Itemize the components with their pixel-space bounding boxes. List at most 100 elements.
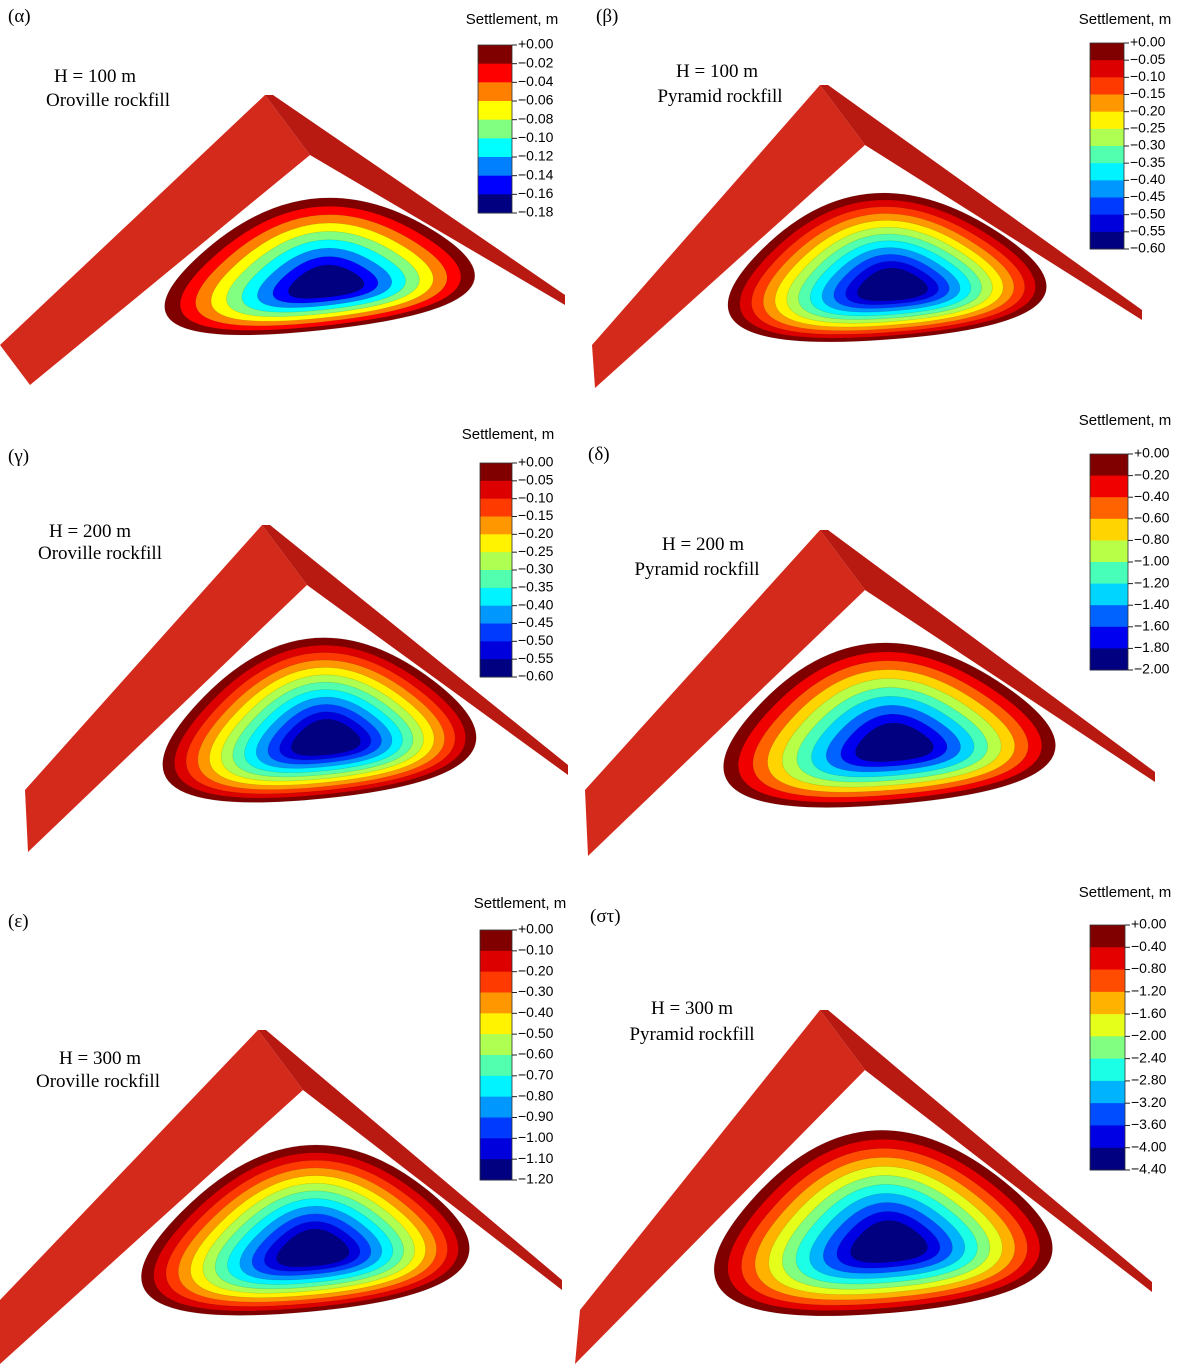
legend-tick-label: −0.10	[1130, 68, 1166, 84]
legend-tick-label: −2.00	[1134, 661, 1170, 677]
legend-tick-label: −4.40	[1131, 1161, 1167, 1177]
legend-tick-label: −0.55	[1130, 223, 1166, 239]
legend-tick-label: −1.00	[1134, 553, 1170, 569]
contour-band	[855, 722, 934, 762]
material: Pyramid rockfill	[657, 86, 782, 107]
legend-frame	[477, 44, 513, 214]
legend-tick-label: −0.30	[518, 561, 554, 577]
legend-swatch	[480, 605, 512, 624]
contour-band	[290, 718, 361, 756]
legend-swatch	[1090, 128, 1124, 147]
legend-swatch	[480, 1096, 512, 1118]
legend-swatch	[1090, 626, 1128, 649]
legend-tick-label: −0.10	[518, 489, 554, 505]
panel-label: (ε)	[8, 911, 29, 932]
legend-swatch	[1090, 1147, 1125, 1171]
dam-edge-face	[265, 95, 565, 305]
legend-swatch	[480, 1055, 512, 1077]
legend-swatch	[1090, 605, 1128, 628]
legend-swatch	[1090, 214, 1124, 233]
legend-swatch	[480, 1138, 512, 1160]
legend-swatch	[1090, 925, 1125, 948]
legend-swatch	[1090, 77, 1124, 95]
legend-tick-label: −0.10	[518, 129, 554, 145]
dam-height: H = 100 m	[676, 61, 758, 82]
legend-tick-label: −0.35	[518, 579, 554, 595]
legend-swatch	[1090, 991, 1125, 1015]
dam-side-face	[585, 530, 865, 856]
legend-tick-label: −0.14	[518, 166, 554, 182]
legend-swatch	[1090, 497, 1128, 520]
legend-tick-label: −0.40	[518, 1004, 554, 1020]
legend-swatch	[1090, 562, 1128, 585]
dam-height: H = 300 m	[651, 998, 733, 1019]
legend-swatch	[1090, 43, 1124, 61]
legend-tick-label: −0.50	[1130, 205, 1166, 221]
legend-tick-label: −3.20	[1131, 1094, 1167, 1110]
legend-tick-label: −0.45	[518, 614, 554, 630]
legend-tick-label: −0.15	[1130, 85, 1166, 101]
legend-tick-label: −0.05	[518, 472, 554, 488]
panel-label: (στ)	[590, 906, 621, 927]
legend-tick-label: −0.04	[518, 73, 554, 89]
dam-side-face	[25, 525, 307, 852]
legend-tick-label: −0.20	[1134, 466, 1170, 482]
legend-swatch	[480, 950, 512, 973]
legend-swatch	[1090, 111, 1124, 130]
legend-frame	[1089, 924, 1126, 1171]
panel: (α) H = 100 m Oroville rockfill Settlement,…	[0, 6, 565, 385]
legend-tick-label: −0.25	[518, 543, 554, 559]
legend-tick-label: −0.60	[1130, 240, 1166, 256]
legend-swatch	[478, 119, 512, 139]
contour-band	[850, 1220, 928, 1263]
legend-tick-label: −0.08	[518, 110, 554, 126]
panel: (δ) H = 200 m Pyramid rockfill Settlement, …	[585, 412, 1171, 856]
legend-swatch	[1090, 1036, 1125, 1060]
dam-edge-face	[262, 525, 568, 775]
legend-title: Settlement, m	[462, 426, 555, 443]
dam-edge-face	[820, 85, 1142, 320]
legend-swatch	[1090, 518, 1128, 541]
legend-swatch	[1090, 1103, 1125, 1126]
legend-tick-label: −1.00	[518, 1129, 554, 1145]
legend-tick-label: −0.55	[518, 650, 554, 666]
legend-tick-label: −0.40	[1130, 171, 1166, 187]
legend-tick-label: +0.00	[1131, 916, 1167, 932]
legend-tick-label: −0.50	[518, 1025, 554, 1041]
legend-tick-label: −0.40	[1134, 488, 1170, 504]
legend-tick-label: −0.06	[518, 92, 554, 108]
legend-tick-label: −0.02	[518, 54, 554, 70]
legend-tick-label: −0.05	[1130, 51, 1166, 67]
legend-tick-label: −0.16	[518, 185, 554, 201]
dam-side-face	[0, 1030, 303, 1364]
panel: (β) H = 100 m Pyramid rockfill Settlement, …	[592, 6, 1171, 388]
legend-swatch	[480, 992, 512, 1014]
legend-swatch	[1090, 1058, 1125, 1082]
legend-swatch	[480, 534, 512, 553]
material: Pyramid rockfill	[629, 1024, 754, 1045]
legend-tick-label: −0.80	[1134, 531, 1170, 547]
legend-swatch	[1090, 1080, 1125, 1104]
legend-tick-label: −1.20	[1131, 983, 1167, 999]
dam-height: H = 200 m	[662, 534, 744, 555]
panel-label: (δ)	[588, 444, 610, 465]
legend-tick-label: −0.60	[1134, 510, 1170, 526]
legend-tick-label: −1.10	[518, 1150, 554, 1166]
legend-tick-label: +0.00	[1130, 34, 1166, 50]
legend-tick-label: −1.20	[518, 1171, 554, 1187]
legend-swatch	[1090, 1014, 1125, 1037]
legend-swatch	[1090, 648, 1128, 671]
legend-swatch	[1090, 540, 1128, 563]
legend-swatch	[480, 1159, 512, 1181]
legend-swatch	[478, 194, 512, 214]
contour-band	[288, 264, 365, 299]
legend-swatch	[480, 1075, 512, 1098]
legend-swatch	[480, 498, 512, 517]
legend-swatch	[1090, 94, 1124, 113]
legend-swatch	[478, 157, 512, 177]
legend-swatch	[480, 623, 512, 642]
legend-swatch	[478, 63, 512, 83]
legend-swatch	[1090, 60, 1124, 78]
legend-tick-label: −0.80	[1131, 960, 1167, 976]
legend-swatch	[480, 1034, 512, 1056]
